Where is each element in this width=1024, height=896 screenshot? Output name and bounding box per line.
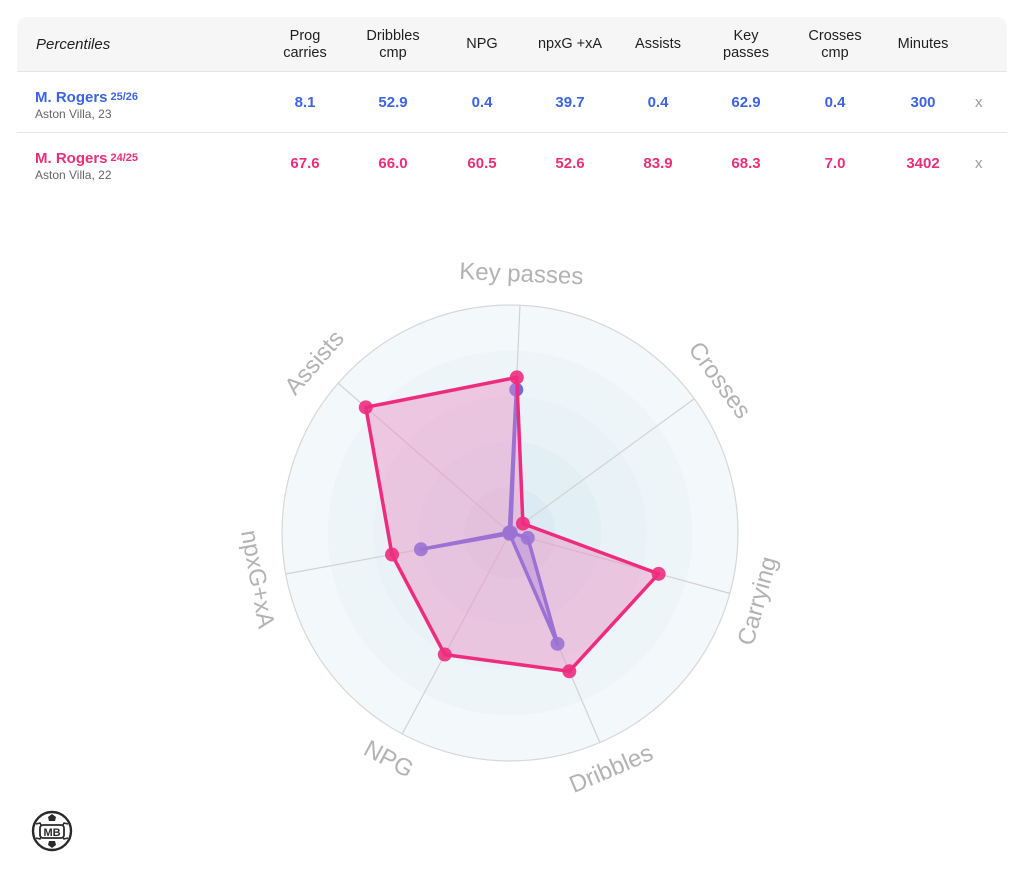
- svg-text:MB: MB: [43, 827, 60, 839]
- series-1-point-dribbles: [550, 636, 565, 651]
- series-2-area: [364, 375, 661, 674]
- col-header-dribbles-cmp[interactable]: Dribbles cmp: [366, 27, 420, 61]
- radar-chart: Key passesCrossesCarryingDribblesNPGnpxG…: [235, 258, 783, 799]
- cell-npxg-xa: 52.6: [555, 155, 585, 172]
- cell-crosses-cmp: 0.4: [824, 94, 846, 111]
- table-row: M. Rogers 25/26 Aston Villa, 23 8.1 52.9 …: [17, 72, 1007, 133]
- series-1-point-assists: [502, 525, 517, 540]
- axis-label-carrying: Carrying: [733, 554, 783, 649]
- series-1-point-npxg-xa: [413, 542, 428, 557]
- cell-prog-carries: 67.6: [290, 155, 320, 172]
- percentiles-table: Percentiles Prog carries Dribbles cmp NPG …: [17, 17, 1007, 194]
- cell-npg: 0.4: [471, 94, 493, 111]
- col-header-crosses-cmp[interactable]: Crosses cmp: [808, 27, 862, 61]
- cell-dribbles-cmp: 66.0: [378, 155, 408, 172]
- cell-key-passes: 62.9: [731, 94, 761, 111]
- series-2-point-npxg-xa: [385, 547, 400, 562]
- series-2-point-dribbles: [562, 664, 577, 679]
- player-name[interactable]: M. Rogers 25/26: [35, 89, 139, 106]
- col-header-minutes[interactable]: Minutes: [897, 36, 949, 52]
- logo: MB: [31, 810, 73, 852]
- col-header-key-passes[interactable]: Key passes: [723, 27, 769, 61]
- remove-row-button[interactable]: x: [975, 155, 983, 172]
- cell-assists: 83.9: [643, 155, 673, 172]
- cell-npg: 60.5: [467, 155, 497, 172]
- cell-prog-carries: 8.1: [294, 94, 316, 111]
- table-row: M. Rogers 24/25 Aston Villa, 22 67.6 66.0…: [17, 133, 1007, 194]
- percentiles-heading: Percentiles: [36, 36, 111, 53]
- series-2-point-crosses: [515, 516, 530, 531]
- radar-spoke: [401, 532, 511, 735]
- cell-minutes: 300: [910, 94, 936, 111]
- remove-row-button[interactable]: x: [975, 94, 983, 111]
- table-header: Percentiles Prog carries Dribbles cmp NPG …: [17, 17, 1007, 72]
- series-2-point-npg: [437, 647, 452, 662]
- axis-label-npxg-xa: npxG+xA: [235, 528, 279, 631]
- series-2-point-key-passes: [509, 370, 524, 385]
- player-season: 25/26: [110, 91, 139, 103]
- cell-npxg-xa: 39.7: [555, 94, 585, 111]
- cell-assists: 0.4: [647, 94, 669, 111]
- col-header-npxg-xa[interactable]: npxG +xA: [537, 36, 603, 52]
- col-header-npg[interactable]: NPG: [466, 36, 498, 52]
- series-1-point-carrying: [520, 530, 535, 545]
- football-logo-icon: MB: [31, 810, 73, 852]
- player-name[interactable]: M. Rogers 24/25: [35, 150, 139, 167]
- series-2-point-assists: [358, 400, 373, 415]
- cell-key-passes: 68.3: [731, 155, 761, 172]
- cell-crosses-cmp: 7.0: [824, 155, 846, 172]
- cell-minutes: 3402: [906, 155, 940, 172]
- player-club: Aston Villa, 22: [35, 168, 112, 182]
- player-club: Aston Villa, 23: [35, 107, 112, 121]
- player-season: 24/25: [110, 152, 139, 164]
- cell-dribbles-cmp: 52.9: [378, 94, 408, 111]
- axis-label-key-passes: Key passes: [459, 258, 584, 290]
- col-header-assists[interactable]: Assists: [635, 36, 681, 52]
- axis-label-npg: NPG: [359, 735, 418, 783]
- radar-spoke: [509, 398, 695, 534]
- series-2-point-carrying: [651, 566, 666, 581]
- col-header-prog-carries[interactable]: Prog carries: [283, 27, 327, 61]
- radar-spoke: [509, 532, 731, 594]
